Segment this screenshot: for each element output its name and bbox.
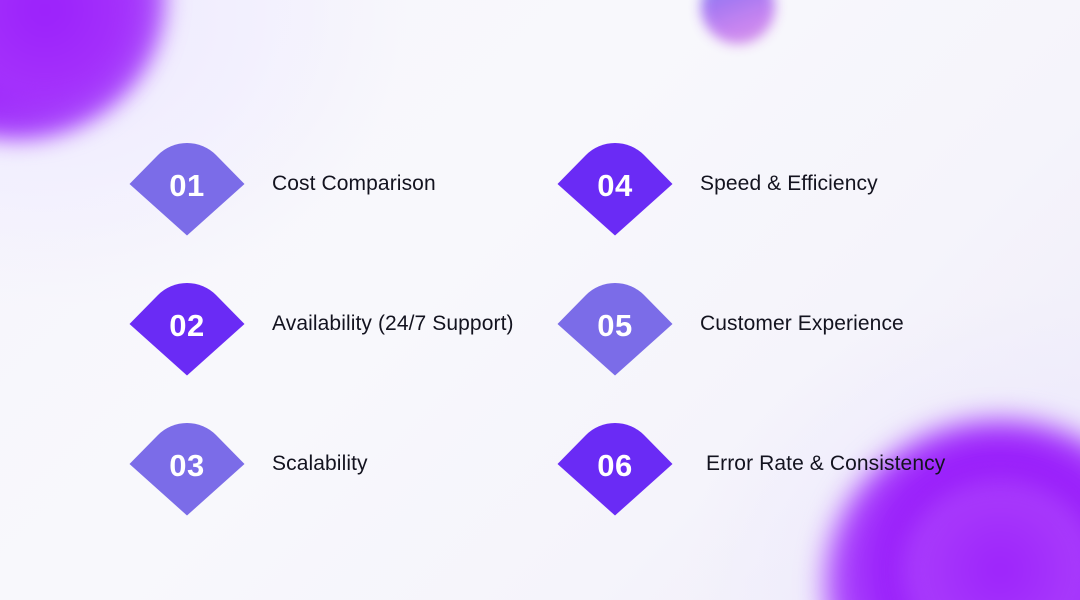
item-label: Availability (24/7 Support)	[272, 312, 514, 335]
number-badge-03: 03	[128, 411, 246, 517]
diamond-badge-icon	[557, 282, 673, 376]
item-label: Customer Experience	[700, 312, 904, 335]
list-item[interactable]: 06 Error Rate & Consistency	[556, 394, 945, 534]
list-item[interactable]: 04 Speed & Efficiency	[556, 114, 945, 254]
badge-number: 02	[169, 307, 205, 343]
list-item[interactable]: 03 Scalability	[128, 394, 514, 534]
number-badge-06: 06	[556, 411, 674, 517]
list-column-left: 01 Cost Comparison 02 Availability (24/7…	[128, 114, 514, 534]
badge-number: 01	[169, 167, 205, 203]
item-label: Speed & Efficiency	[700, 172, 878, 195]
item-label: Scalability	[272, 452, 368, 475]
badge-number: 03	[169, 447, 205, 483]
number-badge-01: 01	[128, 131, 246, 237]
list-item[interactable]: 01 Cost Comparison	[128, 114, 514, 254]
decorative-circle-top	[701, 0, 775, 44]
number-badge-02: 02	[128, 271, 246, 377]
diamond-badge-icon	[557, 142, 673, 236]
diamond-badge-icon	[129, 422, 245, 516]
diamond-badge-icon	[129, 282, 245, 376]
item-label: Error Rate & Consistency	[706, 452, 946, 475]
list-column-right: 04 Speed & Efficiency 05 Customer Experi…	[556, 114, 945, 534]
list-item[interactable]: 02 Availability (24/7 Support)	[128, 254, 514, 394]
badge-number: 04	[597, 167, 633, 203]
diamond-badge-icon	[557, 422, 673, 516]
decorative-blob-top-left-inner	[0, 0, 150, 110]
badge-number: 05	[597, 307, 633, 343]
list-item[interactable]: 05 Customer Experience	[556, 254, 945, 394]
number-badge-04: 04	[556, 131, 674, 237]
item-label: Cost Comparison	[272, 172, 436, 195]
diamond-badge-icon	[129, 142, 245, 236]
number-badge-05: 05	[556, 271, 674, 377]
badge-number: 06	[597, 447, 633, 483]
